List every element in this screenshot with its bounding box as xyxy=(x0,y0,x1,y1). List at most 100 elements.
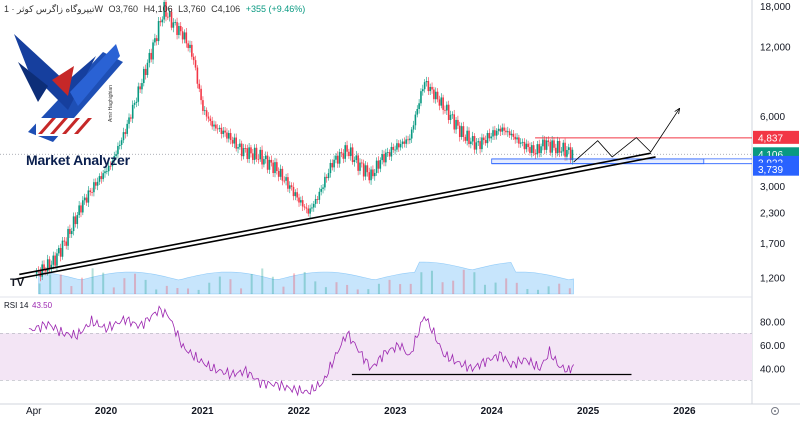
candle-body xyxy=(562,142,565,152)
trendline-2 xyxy=(19,152,651,276)
candle-body xyxy=(394,149,396,151)
tradingview-logo: TV xyxy=(10,277,25,289)
candle-body xyxy=(357,155,359,171)
candle-body xyxy=(148,52,151,63)
candle-body xyxy=(131,104,134,119)
symbol-header[interactable]: تیپروگاه زاگرس کوثر · 1W O3,760 H4,106 L… xyxy=(4,4,308,15)
candle-body xyxy=(344,145,347,159)
candle-body xyxy=(102,173,104,180)
candle-body xyxy=(213,124,215,127)
candle-body xyxy=(425,81,428,83)
candle-body xyxy=(331,162,334,168)
candle-body xyxy=(305,207,308,209)
brand-name: Market Analyzer xyxy=(26,152,130,168)
candle-body xyxy=(82,200,84,213)
candle-body xyxy=(285,177,287,181)
volume-bar xyxy=(80,277,83,294)
volume-bar xyxy=(49,274,52,294)
candle-body xyxy=(122,132,125,141)
candle-body xyxy=(233,137,236,144)
candle-body xyxy=(510,133,513,136)
candle-body xyxy=(529,147,531,153)
volume-bar xyxy=(303,271,306,294)
candle-body xyxy=(501,127,504,132)
candle-body xyxy=(569,147,572,161)
volume-bar xyxy=(229,279,232,294)
candle-body xyxy=(477,141,480,143)
settings-gear-center xyxy=(774,410,776,412)
time-tick-label: 2022 xyxy=(288,406,311,417)
candle-body xyxy=(63,240,66,242)
candle-body xyxy=(167,16,169,18)
candle-body xyxy=(405,139,407,144)
candle-body xyxy=(414,114,417,126)
candle-body xyxy=(181,31,184,40)
candle-body xyxy=(58,247,60,254)
candle-body xyxy=(257,158,260,160)
candle-body xyxy=(220,127,223,134)
candle-body xyxy=(83,197,86,201)
candle-body xyxy=(155,38,158,42)
rsi-tick-label: 80.00 xyxy=(760,318,785,329)
candle-body xyxy=(377,160,380,169)
volume-bar xyxy=(335,282,338,294)
time-tick-label: 2021 xyxy=(191,406,214,417)
candle-body xyxy=(470,141,472,145)
candle-body xyxy=(279,168,282,177)
time-tick-label: Apr xyxy=(26,406,42,417)
candle-body xyxy=(161,19,164,23)
candle-body xyxy=(322,187,324,189)
rsi-tick-label: 40.00 xyxy=(760,365,785,376)
candle-body xyxy=(61,240,64,257)
candle-body xyxy=(420,91,422,104)
candle-body xyxy=(540,146,542,154)
candle-body xyxy=(318,191,321,200)
candle-body xyxy=(401,141,404,145)
candle-body xyxy=(346,145,348,152)
candle-body xyxy=(433,89,435,100)
candle-body xyxy=(191,44,193,57)
candle-body xyxy=(35,270,38,274)
candle-body xyxy=(300,200,302,203)
candle-body xyxy=(309,208,311,214)
candle-body xyxy=(453,114,456,130)
volume-bar xyxy=(218,276,221,294)
volume-bar xyxy=(134,273,137,294)
candle-body xyxy=(143,68,145,84)
candle-body xyxy=(479,141,481,150)
candle-body xyxy=(473,136,476,150)
candle-body xyxy=(94,182,97,186)
candle-body xyxy=(499,128,502,132)
candle-body xyxy=(113,156,116,161)
candle-body xyxy=(555,147,557,154)
candle-body xyxy=(301,200,304,207)
candle-body xyxy=(333,159,335,168)
price-label-box xyxy=(753,162,799,176)
candle-body xyxy=(224,130,226,133)
candle-body xyxy=(168,11,171,17)
symbol-title[interactable]: تیپروگاه زاگرس کوثر · 1W xyxy=(4,4,103,14)
candle-body xyxy=(266,155,269,170)
settings-gear-icon[interactable] xyxy=(771,407,779,415)
candle-body xyxy=(545,140,548,150)
candle-body xyxy=(412,125,415,130)
candle-body xyxy=(91,192,93,193)
candle-body xyxy=(263,159,265,165)
time-tick-label: 2020 xyxy=(95,406,118,417)
candle-body xyxy=(516,137,518,140)
candle-body xyxy=(458,125,461,137)
candle-body xyxy=(255,147,258,159)
candle-body xyxy=(115,154,117,157)
candle-body xyxy=(264,155,267,160)
volume-bar xyxy=(356,289,359,294)
price-change: +355 (+9.46%) xyxy=(245,4,306,14)
volume-bar xyxy=(176,288,179,294)
candle-body xyxy=(87,190,90,203)
candle-body xyxy=(464,136,467,141)
candle-body xyxy=(130,117,132,119)
candle-body xyxy=(163,1,165,20)
volume-bar xyxy=(38,283,41,294)
candle-body xyxy=(194,60,197,68)
candle-body xyxy=(416,108,419,115)
candle-body xyxy=(80,205,82,213)
